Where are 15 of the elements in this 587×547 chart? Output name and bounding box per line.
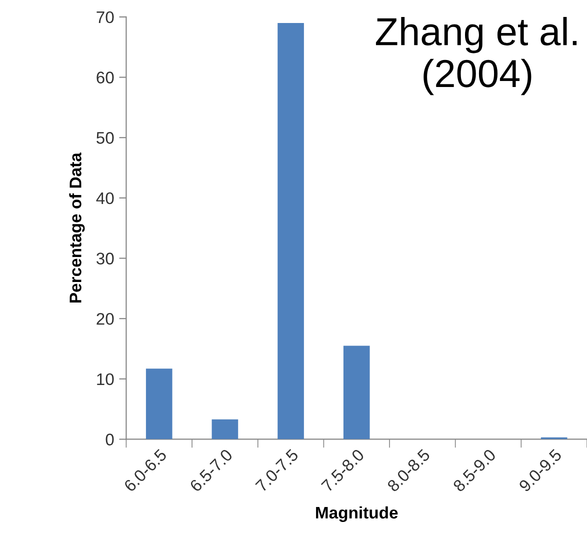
bar xyxy=(343,346,370,440)
bar xyxy=(146,368,172,440)
y-tick-label: 0 xyxy=(106,434,114,446)
bar xyxy=(278,22,304,440)
y-tick-label: 60 xyxy=(96,72,114,84)
x-axis-title: Magnitude xyxy=(316,506,398,522)
y-tick-label: 30 xyxy=(96,252,114,264)
y-tick-label: 20 xyxy=(96,312,114,325)
y-axis-title: Percentage of Data xyxy=(69,152,85,302)
y-tick-label: 50 xyxy=(96,132,114,144)
annotation: Zhang et al. (2004) xyxy=(376,16,577,96)
y-tick-label: 10 xyxy=(97,373,114,386)
y-tick-label: 70 xyxy=(96,11,114,24)
bar xyxy=(212,419,238,440)
y-tick-label: 40 xyxy=(96,192,114,204)
